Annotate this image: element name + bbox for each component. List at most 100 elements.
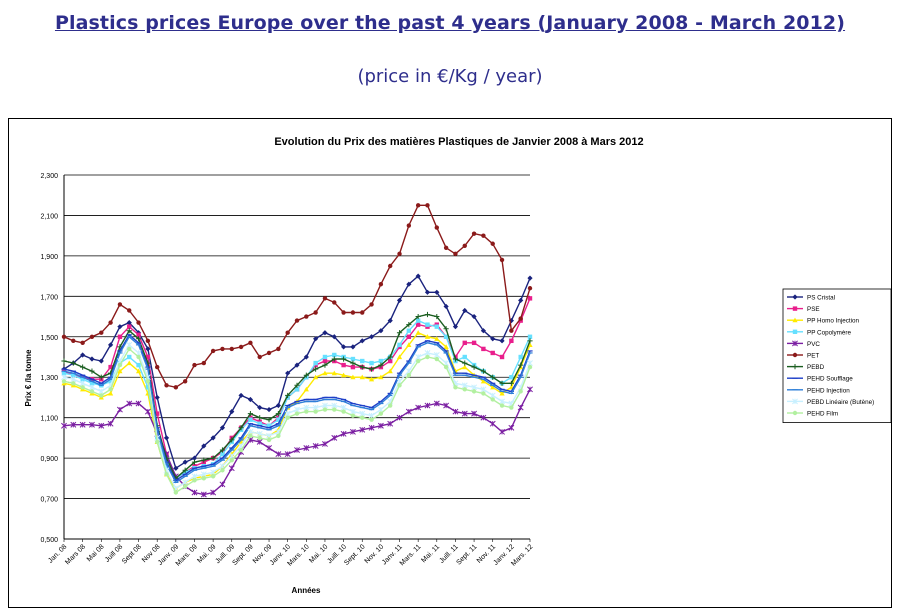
data-point [462,387,467,392]
data-point [136,332,141,337]
data-point [164,464,169,469]
data-point [303,386,309,392]
data-point [369,360,374,366]
data-point [509,405,514,410]
data-point [406,373,412,378]
data-point [518,389,523,394]
data-point [238,447,244,453]
data-point [98,422,105,429]
data-point [304,314,309,319]
data-point [108,320,113,325]
data-point [98,374,104,380]
data-point [489,420,496,427]
data-point [294,447,300,453]
data-point [257,354,262,360]
x-tick-label: Mars 08 [64,543,87,566]
data-point [471,340,477,346]
data-point [61,422,67,429]
data-point [136,320,141,325]
y-axis-label: Prix € /la tonne [24,349,33,406]
data-point [527,338,533,344]
data-point [266,432,272,439]
data-point [108,390,114,396]
data-point [219,447,226,453]
data-point [136,362,141,368]
data-point [490,241,495,246]
data-point [201,360,206,366]
data-point [247,428,254,435]
data-point [61,374,67,381]
data-point [126,360,132,366]
data-point [490,374,496,380]
data-point [89,389,95,394]
y-axis-ticks: 0,500 0,700 0,900 1,100 1,300 1,500 1,700 1,900… [40,173,58,544]
data-point [238,392,244,399]
data-point [434,225,439,230]
data-point [61,370,67,376]
data-point [248,417,253,422]
data-point [517,404,524,411]
data-point [359,410,366,417]
data-point [182,484,188,489]
data-point [350,310,356,315]
data-point [71,381,76,386]
data-point [79,421,86,428]
legend-marker [792,317,798,323]
data-point [360,358,365,364]
data-point [191,473,198,480]
data-point [443,326,449,332]
data-point [359,364,365,370]
data-point [136,354,141,360]
data-point [425,354,430,360]
x-tick-label: Mai 08 [86,543,106,563]
legend-label: PSE [807,306,820,313]
data-point [443,334,449,339]
data-point [98,388,105,395]
data-point [396,354,403,360]
data-point [89,356,95,362]
data-point [350,413,356,418]
data-point [80,364,86,370]
data-point [350,364,356,370]
data-point [192,478,197,483]
data-point [89,381,95,386]
data-point [424,334,431,339]
data-point [387,368,393,374]
data-point [127,346,132,352]
data-point [108,364,113,370]
data-point [164,472,169,477]
data-point [377,422,384,429]
data-point [200,471,207,478]
data-point [490,350,495,356]
data-point [70,421,77,428]
data-point [341,409,346,414]
data-point [126,400,133,407]
data-point [406,281,412,287]
data-point [527,364,533,370]
data-point [518,316,523,321]
data-point [80,340,85,346]
data-point [220,468,225,473]
data-point [303,354,309,360]
data-point [368,334,375,340]
data-point [210,474,216,479]
data-point [331,402,338,409]
data-point [182,479,189,486]
data-point [509,338,514,344]
data-point [415,404,422,411]
data-point [182,379,188,384]
data-point [425,203,430,208]
data-point [238,344,244,350]
data-point [462,243,467,248]
data-point [480,368,486,374]
y-tick-label: 1,700 [40,294,58,301]
data-point [79,380,86,387]
data-point [443,245,449,250]
data-point [275,411,281,417]
page-subtitle: (price in €/Kg / year) [357,66,543,87]
data-point [415,273,421,279]
data-point [247,396,253,403]
data-point [98,358,104,364]
data-point [378,374,384,380]
